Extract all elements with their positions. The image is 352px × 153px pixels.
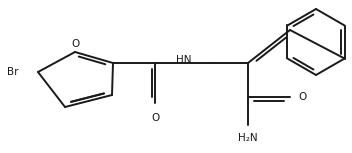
Text: O: O: [151, 113, 159, 123]
Text: H₂N: H₂N: [238, 133, 258, 143]
Text: O: O: [71, 39, 79, 49]
Text: Br: Br: [7, 67, 19, 77]
Text: O: O: [298, 92, 306, 102]
Text: HN: HN: [176, 55, 191, 65]
